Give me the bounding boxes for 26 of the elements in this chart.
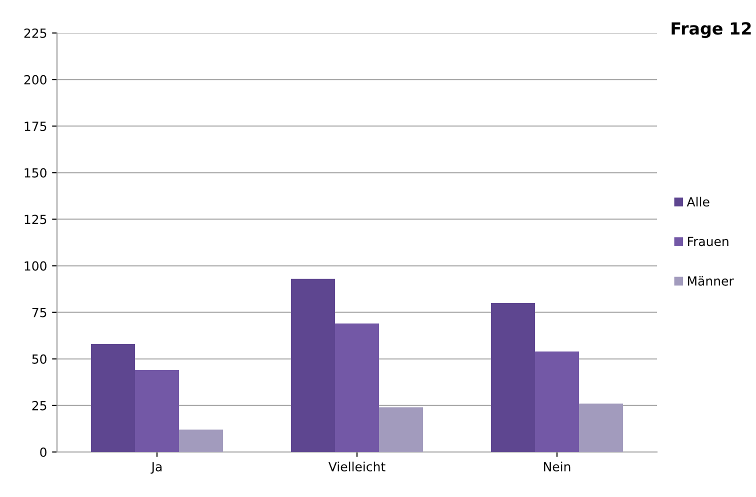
y-tick-label: 125 <box>24 214 46 224</box>
x-tick-label: Vielleicht <box>328 462 386 472</box>
bar <box>535 351 579 452</box>
bar <box>379 407 423 452</box>
y-tick-label: 100 <box>24 261 46 271</box>
y-tick-label: 150 <box>24 168 46 178</box>
bar <box>291 278 335 452</box>
y-tick-label: 175 <box>24 122 46 132</box>
y-tick-label: 200 <box>24 75 46 84</box>
bar <box>335 324 379 452</box>
y-tick-label: 0 <box>40 447 46 457</box>
legend-label: Frauen <box>688 236 728 246</box>
y-tick-label: 50 <box>32 354 46 364</box>
text: Frage 12 <box>672 22 751 38</box>
y-tick-label: 75 <box>32 308 46 318</box>
y-tick-label: 225 <box>24 28 46 38</box>
legend-label: Männer <box>688 276 734 286</box>
bar <box>491 303 535 452</box>
bar <box>135 370 179 452</box>
legend-label: Alle <box>686 196 710 207</box>
bar <box>579 404 623 452</box>
bar <box>91 344 135 452</box>
x-tick-label: Ja <box>150 462 162 474</box>
x-tick-label: Nein <box>544 462 570 472</box>
bar <box>179 430 223 452</box>
y-tick-label: 25 <box>32 400 46 410</box>
